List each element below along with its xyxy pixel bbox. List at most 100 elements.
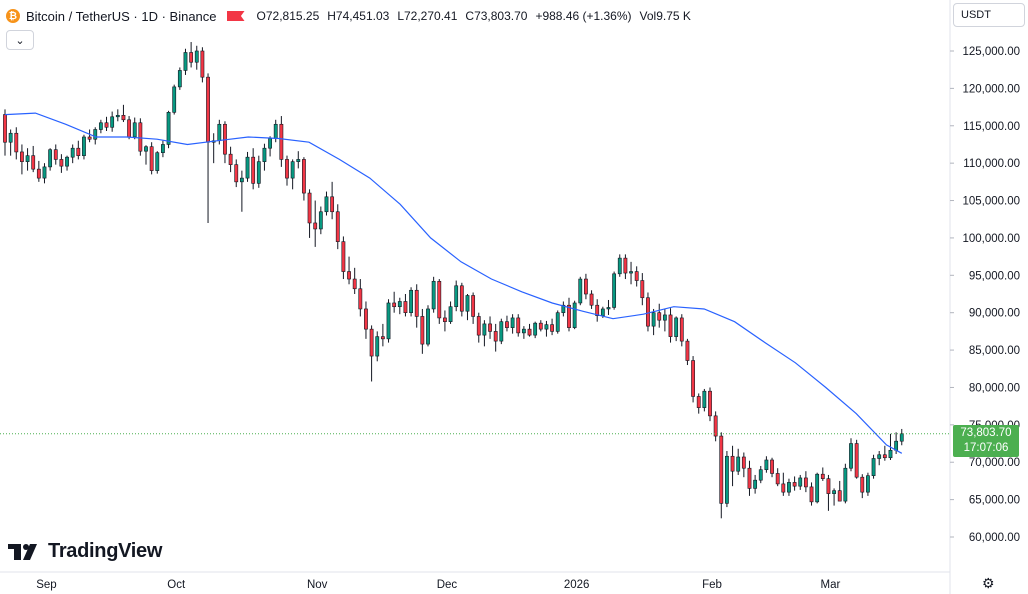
time-tick-label: Mar [821, 579, 841, 591]
candle-body [251, 156, 256, 184]
candle-body [358, 288, 363, 310]
candle-body [521, 328, 526, 334]
candle-body [234, 164, 239, 183]
tradingview-logo[interactable]: TradingView [8, 540, 162, 563]
candle-body [256, 161, 261, 184]
candle-body [696, 396, 701, 408]
candle-body [589, 293, 594, 306]
bar-countdown: 17:07:06 [963, 442, 1009, 454]
candle-body [809, 486, 814, 503]
candle-body [437, 280, 442, 319]
candle-body [375, 336, 380, 357]
candle-body [25, 155, 30, 162]
bitcoin-icon: ₿ [6, 9, 20, 23]
candle-body [403, 301, 408, 313]
candle-body [239, 177, 244, 183]
candle-body [290, 161, 295, 179]
candle-body [324, 196, 329, 213]
candle-body [736, 456, 741, 472]
candle-body [640, 280, 645, 299]
candle-body [595, 304, 600, 316]
candle-body [307, 192, 312, 224]
candle-body [533, 322, 538, 336]
candle-body [155, 152, 160, 171]
candle-body [657, 312, 662, 321]
candle-body [166, 112, 171, 145]
flag-icon[interactable] [226, 11, 245, 21]
gear-icon[interactable]: ⚙ [982, 575, 995, 591]
price-tick-label: 120,000.00 [962, 83, 1020, 95]
candle-body [634, 271, 639, 281]
candle-body [679, 317, 684, 342]
candle-body [341, 241, 346, 272]
candle-body [70, 147, 75, 158]
candle-body [764, 459, 769, 471]
candle-body [369, 328, 374, 357]
candle-body [110, 116, 115, 128]
low-value: 72,270.41 [404, 9, 458, 23]
candle-body [296, 159, 301, 162]
candle-body [53, 149, 58, 160]
candle-body [8, 132, 13, 143]
tradingview-logo-icon [8, 543, 37, 560]
moving-average-line [4, 112, 903, 454]
candle-body [555, 312, 560, 332]
candle-body [550, 324, 554, 332]
candle-body [854, 443, 859, 478]
candle-body [115, 115, 120, 118]
candle-body [448, 306, 453, 322]
collapse-legend-button[interactable]: ⌄ [6, 30, 34, 50]
candle-body [82, 136, 86, 156]
candle-body [93, 129, 98, 140]
candle-body [386, 302, 391, 340]
price-tick-label: 65,000.00 [969, 495, 1020, 507]
candle-body [364, 308, 368, 330]
candle-body [3, 114, 7, 143]
candle-body [409, 289, 413, 313]
candle-body [544, 324, 549, 330]
candle-body [702, 390, 707, 408]
candle-body [149, 146, 154, 171]
candle-body [888, 449, 893, 459]
candle-body [815, 473, 820, 503]
candle-body [31, 155, 36, 170]
symbol-title[interactable]: Bitcoin / TetherUS · 1D · Binance [26, 8, 217, 24]
candle-body [200, 50, 205, 78]
price-tick-label: 60,000.00 [969, 532, 1020, 544]
candle-body [279, 123, 284, 160]
candle-body [578, 278, 583, 304]
currency-selector[interactable]: USDT [953, 3, 1025, 27]
candle-body [87, 136, 92, 140]
candle-body [747, 467, 752, 489]
candle-body [127, 119, 131, 138]
candle-body [313, 222, 318, 230]
candle-body [516, 317, 521, 334]
candle-body [798, 477, 803, 487]
price-tick-label: 100,000.00 [962, 233, 1020, 245]
candle-body [674, 317, 679, 337]
candle-body [623, 257, 628, 274]
candle-body [866, 475, 870, 493]
volume-value: 9.75 K [656, 9, 691, 23]
candle-body [121, 115, 126, 121]
brand-name: TradingView [48, 540, 163, 562]
candle-body [753, 479, 758, 489]
candle-body [347, 271, 351, 280]
candle-body [860, 476, 865, 493]
candle-body [273, 123, 278, 139]
candle-body [42, 166, 47, 179]
candle-body [397, 301, 402, 308]
candle-body [505, 321, 509, 328]
candle-body [285, 159, 289, 179]
candle-body [877, 454, 882, 459]
chevron-down-icon: ⌄ [15, 34, 25, 47]
candle-body [803, 477, 808, 488]
time-tick-label: Nov [307, 579, 328, 591]
candle-body [65, 156, 69, 167]
candle-body [510, 317, 515, 328]
candle-body [177, 70, 182, 88]
symbol-header: ₿ Bitcoin / TetherUS · 1D · Binance O72,… [6, 6, 691, 26]
candle-body [132, 122, 137, 138]
candle-body [730, 455, 735, 472]
